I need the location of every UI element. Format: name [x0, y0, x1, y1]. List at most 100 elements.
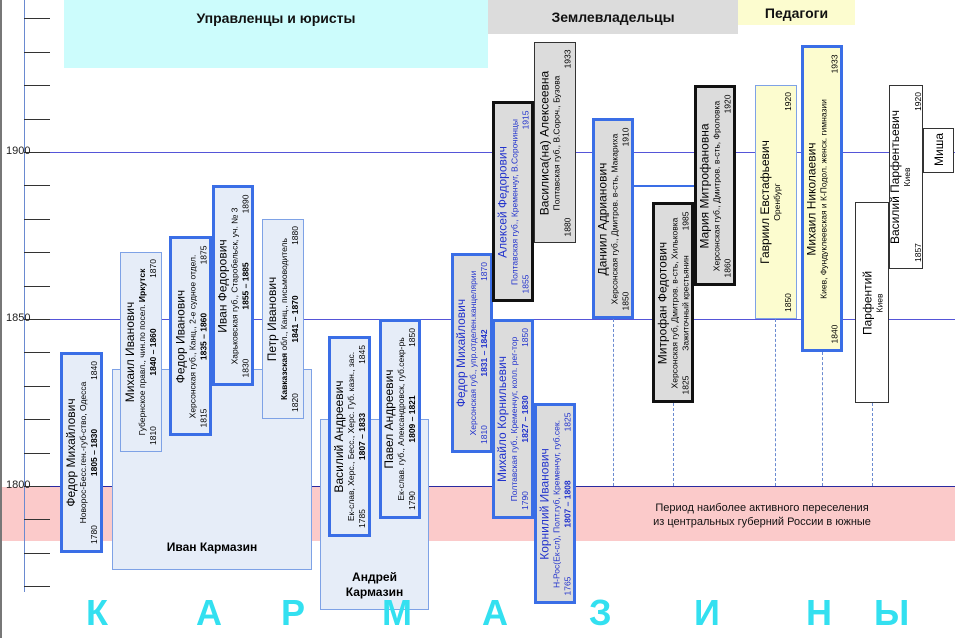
years-row: 1810 1840 – 1860 1870	[148, 259, 159, 445]
axis-tick	[24, 51, 50, 53]
card-content: Василий Андреевич Ек-слав, Херс., Бесс., …	[331, 339, 368, 534]
person-card: Павел Андреевич Ек-слав. губ., Александро…	[379, 319, 421, 519]
detail-text: Полтавская губ., Кременчуг, В.Сорочинцы	[509, 118, 519, 285]
years-row: 1790 1809 – 1821 1850	[407, 328, 418, 510]
person-name: Василий Андреевич	[331, 380, 346, 493]
person-card: Иван Федорович Харьковская губ., Старобел…	[212, 185, 254, 386]
card-content: Миша	[924, 129, 953, 172]
group-label: Иван Кармазин	[166, 540, 258, 554]
axis-tick	[24, 85, 50, 87]
years-row: 1855 1915	[520, 110, 531, 293]
connector-dashed	[613, 319, 614, 486]
person-name: Парфентий	[859, 270, 874, 335]
person-details: Полтавская губ., В.Сороч., Бузова	[551, 49, 562, 236]
birth-year: 1860	[722, 258, 732, 277]
axis-tick	[24, 419, 50, 421]
death-year: 1850	[520, 328, 530, 347]
death-year: 1825	[562, 412, 572, 431]
person-card: Алексей Федорович Полтавская губ., Кремен…	[492, 101, 534, 302]
birth-year: 1810	[148, 426, 158, 445]
person-name: Иван Федорович	[215, 238, 229, 333]
death-year: 1910	[620, 127, 630, 146]
years-row: 1850 1920	[783, 92, 794, 312]
person-card: Федор Иванович Херсонская губ., Канц., 2-…	[169, 236, 212, 436]
detail-text: Херсонская губ., Дмитров. в-сть, Фроловк…	[711, 100, 721, 271]
surname-letter: К	[86, 592, 108, 633]
birth-year: 1857	[913, 243, 923, 262]
death-year: 1845	[356, 345, 367, 364]
group-label: Андрей Кармазин	[345, 570, 404, 599]
person-card: Митрофан Федотович Херсонская губ, Дмитро…	[652, 202, 694, 403]
service-years: 1841 – 1870	[290, 295, 300, 343]
surname-letter: Ы	[874, 592, 910, 633]
birth-year: 1790	[407, 491, 417, 510]
birth-year: 1815	[197, 408, 208, 427]
person-details: Полтавская губ., Кременчуг, колл. рег-то…	[509, 328, 520, 510]
detail-text: Херсонская губ, Дмитров. в-сть, Хильковк…	[669, 217, 679, 388]
years-row: 1810 1831 – 1842 1870	[479, 262, 490, 444]
detail-bold: Иркутск	[137, 268, 147, 303]
years-row: 1785 1807 – 1833 1845	[357, 345, 368, 528]
service-years: 1807 – 1808	[562, 479, 572, 528]
band-text-line-2: из центральных губерний России в южные	[653, 516, 871, 528]
death-year: 1880	[290, 226, 300, 245]
card-content: Василиса(на) Алексеевна Полтавская губ., …	[535, 43, 575, 242]
band-text-line-1: Период наиболее активного переселения	[655, 502, 869, 514]
person-card: Михаил Николаевич Киев, Фундуклеевская и …	[801, 45, 843, 352]
connector-dashed	[872, 403, 873, 486]
birth-year: 1830	[240, 358, 250, 377]
person-name: Даниил Адрианович	[595, 162, 609, 275]
detail-text: Оренбург	[772, 183, 782, 221]
detail-text: Губернское правл., чин.по посел.	[137, 302, 147, 436]
years-row: 1857 1920	[913, 92, 923, 262]
detail-text: Харьковская губ., Старобельск, уч. № 3	[229, 207, 239, 364]
service-years: 1805 – 1830	[88, 428, 99, 477]
person-card: Даниил Адрианович Херсонская губ., Дмитро…	[592, 118, 634, 319]
person-card: Василий Андреевич Ек-слав, Херс., Бесс., …	[328, 336, 371, 537]
detail-text: Киев	[902, 167, 912, 187]
detail-text: Ек-слав, Херс., Бесс., Херс. Губ. казн.,…	[345, 351, 356, 522]
person-details: Оренбург	[772, 92, 783, 312]
death-year: 1985	[680, 211, 690, 230]
death-year: 1933	[562, 49, 572, 68]
death-year: 1920	[913, 92, 923, 111]
death-year: 1870	[148, 259, 158, 278]
person-details: Херсонская губ., Дмитров. в-сть, Фроловк…	[711, 94, 722, 277]
detail-text: Н-Рос(Ек-сл), Полт.губ, Кременчуг, губ.с…	[551, 419, 561, 588]
person-name: Федор Михайлович	[63, 398, 78, 507]
year-axis	[24, 0, 25, 592]
person-name: Федор Михайлович	[454, 298, 468, 408]
card-content: Парфентий Киев	[856, 203, 888, 402]
detail-text: Херсонская губ., Дмитров. в-сть, Макарих…	[609, 133, 619, 304]
person-name: Федор Иванович	[172, 289, 187, 383]
death-year: 1850	[407, 328, 417, 347]
person-details: Харьковская губ., Старобельск, уч. № 3	[229, 194, 240, 377]
person-card: Василий Парфентьевич Киев 1857 1920	[889, 85, 923, 269]
person-card: Мария Митрофановна Херсонская губ., Дмитр…	[694, 85, 736, 286]
death-year: 1915	[520, 110, 530, 129]
person-name: Михайло Корнильевич	[495, 356, 509, 483]
death-year: 1933	[829, 54, 839, 73]
service-years: 1855 – 1885	[240, 261, 250, 310]
detail-text: Полтавская губ., Кременчуг, колл. рег-то…	[509, 336, 519, 502]
person-name: Гавриил Евстафьевич	[758, 140, 772, 264]
detail-text: Херсонская губ., упр.отделен.канцелярии	[468, 270, 478, 436]
death-year: 1890	[240, 194, 250, 213]
axis-tick	[24, 486, 50, 487]
person-name: Мария Митрофановна	[697, 122, 711, 249]
surname-letter: И	[694, 592, 720, 633]
service-years: 1827 – 1830	[520, 395, 530, 443]
surname-letter: Р	[281, 592, 306, 633]
years-row: 1880 1933	[562, 49, 573, 236]
surname-letter: М	[382, 592, 412, 633]
birth-year: 1825	[680, 375, 690, 394]
person-details: Губернское правл., чин.по посел. Иркутск	[137, 259, 148, 445]
connector-dashed	[822, 352, 823, 486]
service-years: 1840 – 1860	[148, 328, 158, 376]
axis-tick	[24, 285, 50, 287]
detail-text: Новорос-Бесс.ген.-губ-ство, Одесса	[77, 381, 88, 524]
card-content: Михаил Иванович Губернское правл., чин.по…	[121, 253, 161, 451]
detail-text: Киев, Фундуклеевская и К-Подол. женск. г…	[818, 98, 828, 299]
axis-tick	[24, 319, 50, 320]
years-row: 1820 1841 – 1870 1880	[290, 226, 301, 412]
